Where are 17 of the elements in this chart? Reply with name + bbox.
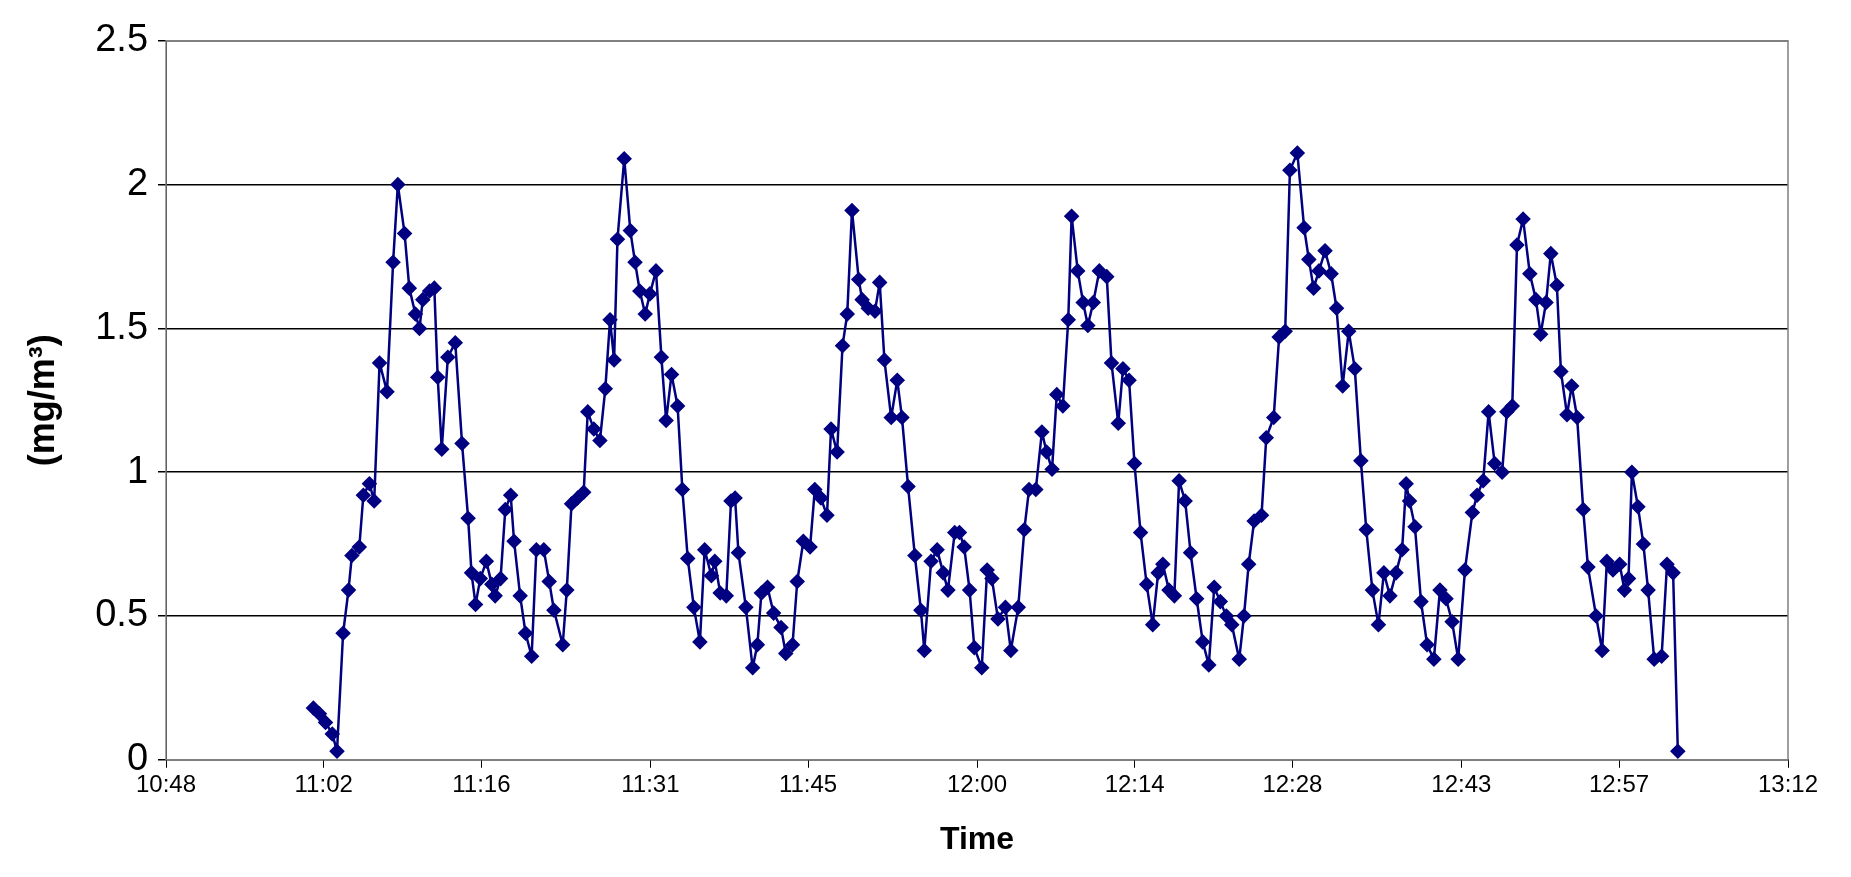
x-tick-label: 11:45 (778, 769, 838, 797)
x-tick-label: 11:16 (452, 769, 511, 797)
x-tick-label: 12:00 (946, 769, 1008, 797)
x-tick-label: 13:12 (1757, 769, 1819, 797)
y-tick-label: 0.5 (95, 592, 149, 635)
x-tick-label: 11:02 (294, 769, 353, 797)
y-axis-title: (mg/m³) (20, 334, 62, 467)
y-tick-label: 2.5 (95, 17, 149, 60)
y-tick-label: 2 (126, 161, 149, 204)
x-tick-label: 12:28 (1262, 769, 1323, 797)
x-tick-label: 11:31 (621, 769, 680, 797)
x-tick-label: 12:57 (1589, 769, 1650, 797)
x-axis-title: Time (939, 819, 1015, 856)
y-tick-label: 1.5 (95, 304, 149, 347)
x-tick-label: 12:14 (1104, 769, 1165, 797)
x-tick-label: 12:43 (1431, 769, 1492, 797)
y-tick-label: 1 (126, 448, 149, 491)
